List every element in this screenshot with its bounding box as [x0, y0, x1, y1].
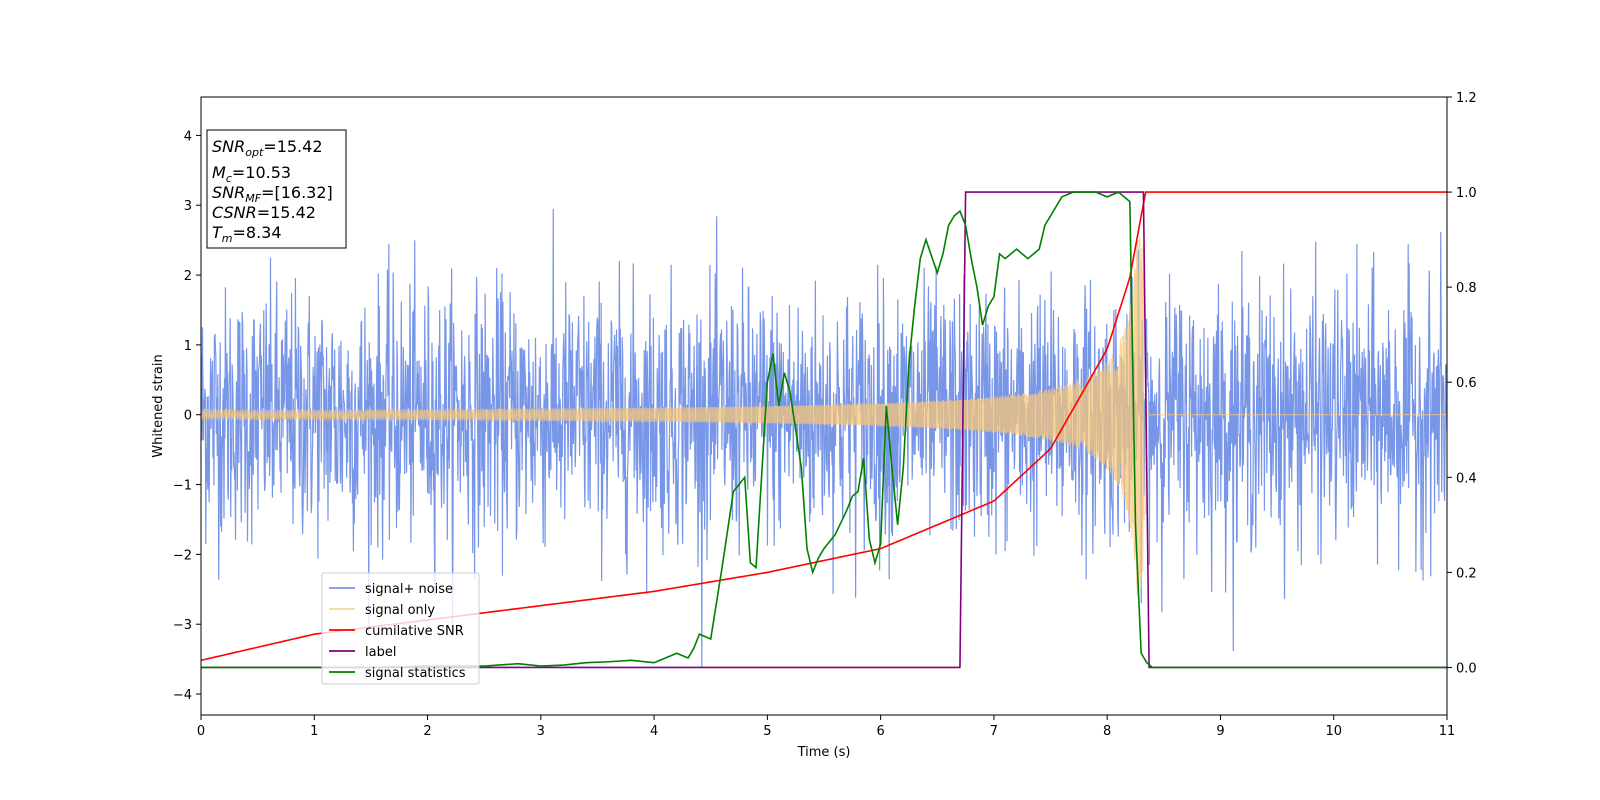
- legend-label-label: label: [365, 645, 396, 660]
- x-tick-label: 4: [650, 724, 658, 739]
- legend-label-signal-only: signal only: [365, 603, 435, 618]
- x-tick-label: 5: [763, 724, 771, 739]
- y-tick-label: −1: [173, 479, 192, 494]
- info-csnr: CSNR=15.42: [212, 203, 316, 222]
- x-tick-label: 8: [1103, 724, 1111, 739]
- y-tick-label: −4: [173, 688, 192, 703]
- info-mc: Mc=10.53: [212, 163, 291, 185]
- y2-tick-label: 1.2: [1456, 91, 1477, 106]
- x-tick-label: 11: [1439, 724, 1456, 739]
- series-signal-noise: [201, 208, 1447, 668]
- x-tick-label: 1: [310, 724, 318, 739]
- y-axis-label: Whitened strain: [151, 354, 166, 457]
- legend-label-signal-noise: signal+ noise: [365, 582, 453, 597]
- x-tick-label: 0: [197, 724, 205, 739]
- y-tick-label: −3: [173, 618, 192, 633]
- y2-tick-label: 0.4: [1456, 471, 1477, 486]
- info-snr-opt: SNRopt=15.42: [212, 137, 323, 159]
- x-tick-label: 6: [876, 724, 884, 739]
- y-tick-label: 4: [184, 129, 192, 144]
- legend: signal+ noise signal only cumilative SNR la…: [321, 572, 480, 685]
- series-signal-statistics: [201, 191, 1447, 669]
- y-axis-right: 1.2 1.0 0.8 0.6 0.4 0.2 0.0: [1447, 91, 1477, 676]
- y-tick-label: 2: [184, 269, 192, 284]
- y-tick-label: 3: [184, 199, 192, 214]
- plot-frame: [200, 96, 1448, 716]
- y-tick-label: 1: [184, 339, 192, 354]
- info-snr-mf: SNRMF=[16.32]: [212, 183, 333, 205]
- x-tick-label: 10: [1325, 724, 1342, 739]
- y2-tick-label: 0.0: [1456, 661, 1477, 676]
- series-signal-only: [201, 236, 1447, 596]
- legend-label-signal-statistics: signal statistics: [365, 666, 466, 681]
- x-axis: 0 1 2 3 4 5 6 7 8 9 10 11: [197, 715, 1455, 739]
- y2-tick-label: 0.8: [1456, 281, 1477, 296]
- x-tick-label: 2: [423, 724, 431, 739]
- legend-label-cumulative-snr: cumilative SNR: [365, 624, 464, 639]
- x-tick-label: 3: [537, 724, 545, 739]
- y-tick-label: −2: [173, 548, 192, 563]
- x-axis-label: Time (s): [797, 745, 851, 760]
- y2-tick-label: 0.2: [1456, 566, 1477, 581]
- y2-tick-label: 0.6: [1456, 376, 1477, 391]
- x-tick-label: 9: [1216, 724, 1224, 739]
- y-tick-label: 0: [184, 409, 192, 424]
- y2-tick-label: 1.0: [1456, 186, 1477, 201]
- info-tm: Tm=8.34: [212, 223, 282, 245]
- info-box: SNRopt=15.42 Mc=10.53 SNRMF=[16.32] CSNR…: [206, 129, 347, 249]
- y-axis-left: 4 3 2 1 0 −1 −2 −3 −4: [173, 129, 201, 703]
- x-tick-label: 7: [990, 724, 998, 739]
